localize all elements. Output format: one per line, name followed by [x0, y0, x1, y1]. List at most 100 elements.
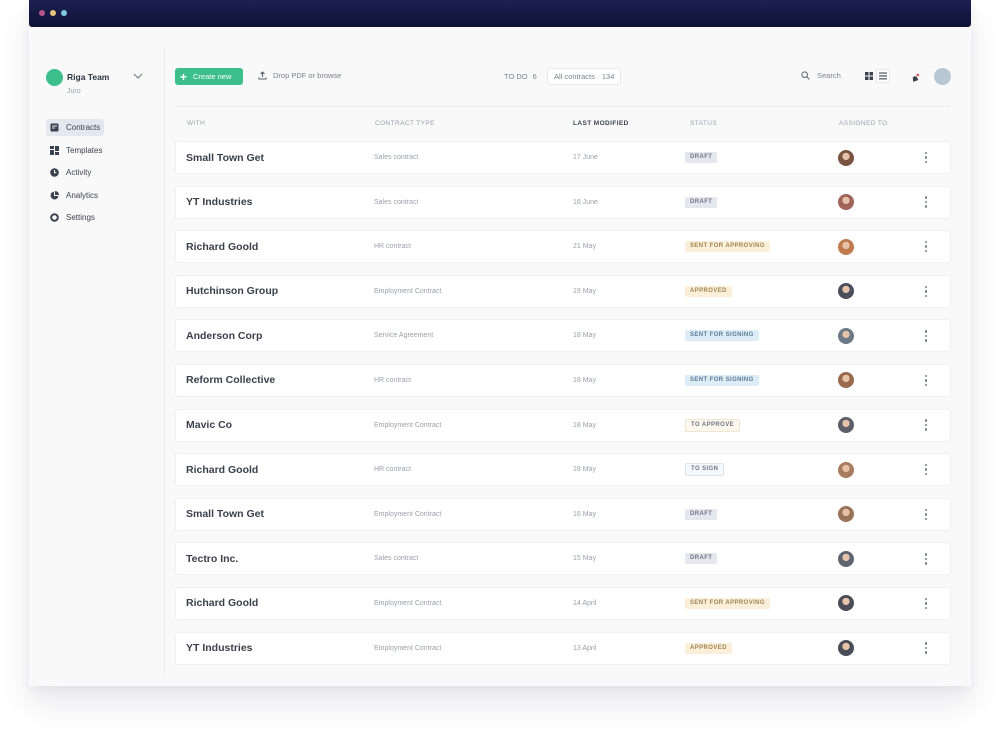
todo-filter[interactable]: TO DO 6 [504, 72, 537, 81]
row-menu-button[interactable] [921, 142, 931, 173]
row-menu-button[interactable] [921, 231, 931, 262]
contract-party[interactable]: Richard Goold [186, 597, 259, 610]
assignee-avatar[interactable] [838, 238, 854, 255]
contract-party[interactable]: Richard Goold [186, 463, 259, 476]
more-vertical-icon [924, 463, 928, 476]
last-modified-date: 16 May [573, 510, 596, 518]
contract-party[interactable]: Small Town Get [186, 508, 264, 521]
team-avatar [46, 69, 63, 86]
row-menu-button[interactable] [921, 320, 931, 351]
assignee-cell [838, 633, 854, 664]
last-modified-date: 21 May [573, 243, 596, 251]
assignee-cell [838, 320, 854, 351]
last-modified-date: 17 June [573, 154, 598, 161]
sidebar-item-templates[interactable]: Templates [46, 142, 106, 159]
row-menu-button[interactable] [921, 454, 931, 485]
drop-pdf-upload[interactable]: Drop PDF or browse [258, 71, 341, 80]
row-menu-button[interactable] [921, 187, 931, 218]
assignee-cell [838, 543, 854, 574]
assignee-avatar[interactable] [838, 372, 854, 389]
row-menu-button[interactable] [921, 499, 931, 530]
maximize-window-button[interactable] [61, 10, 67, 16]
status-cell: TO SIGN [685, 454, 725, 485]
sidebar-item-activity[interactable]: Activity [46, 164, 95, 181]
view-toggle [862, 69, 890, 83]
row-menu-button[interactable] [921, 365, 931, 396]
contract-party[interactable]: YT Industries [186, 642, 253, 655]
contract-party[interactable]: Hutchinson Group [186, 285, 279, 298]
app-window: Riga Team Juro Contracts Templates [29, 0, 971, 686]
more-vertical-icon [924, 419, 928, 431]
plus-icon: + [180, 69, 188, 84]
contract-party[interactable]: Anderson Corp [186, 329, 263, 342]
assignee-avatar[interactable] [838, 595, 854, 612]
list-view-button[interactable] [876, 69, 890, 83]
contract-party[interactable]: YT Industries [186, 196, 253, 209]
assignee-avatar[interactable] [838, 149, 854, 166]
table-row[interactable]: Small Town Get Employment Contract 16 May D… [175, 497, 951, 531]
sidebar-item-contracts[interactable]: Contracts [46, 119, 105, 136]
minimize-window-button[interactable] [50, 10, 56, 16]
table-row[interactable]: YT Industries Sales contract 16 June DRAFT [175, 185, 951, 219]
team-switcher[interactable]: Riga Team Juro [46, 69, 143, 97]
status-badge: SENT FOR APPROVING [685, 597, 770, 609]
assignee-cell [838, 365, 854, 396]
search-button[interactable]: Search [801, 71, 841, 80]
assignee-avatar[interactable] [838, 417, 854, 434]
contract-party[interactable]: Richard Goold [186, 240, 259, 253]
grid-view-button[interactable] [862, 69, 876, 83]
column-header-status[interactable]: STATUS [690, 120, 718, 127]
sidebar-item-analytics[interactable]: Analytics [46, 187, 102, 204]
table-row[interactable]: Hutchinson Group Employment Contract 19 Ma… [175, 274, 951, 308]
row-menu-button[interactable] [921, 410, 931, 441]
contract-party[interactable]: Tectro Inc. [186, 552, 239, 565]
assignee-avatar[interactable] [838, 283, 854, 300]
row-menu-button[interactable] [921, 543, 931, 574]
assignee-avatar[interactable] [838, 506, 854, 523]
row-menu-button[interactable] [921, 633, 931, 664]
contract-party[interactable]: Mavic Co [186, 419, 233, 432]
table-row[interactable]: Richard Goold HR contract 21 May SENT FOR A… [175, 230, 951, 264]
assignee-avatar[interactable] [838, 550, 854, 567]
list-view-icon [879, 72, 887, 80]
create-new-button[interactable]: + Create new [175, 68, 243, 85]
table-row[interactable]: YT Industries Employment Contract 13 April… [175, 631, 951, 665]
user-avatar[interactable] [934, 68, 951, 85]
all-contracts-filter[interactable]: All contracts 134 [547, 68, 622, 85]
more-vertical-icon [924, 642, 928, 654]
status-cell: DRAFT [685, 499, 718, 530]
assignee-avatar[interactable] [838, 461, 854, 478]
assignee-cell [838, 588, 854, 619]
contract-party[interactable]: Small Town Get [186, 151, 264, 164]
sidebar-item-label: Templates [66, 145, 103, 155]
close-window-button[interactable] [39, 10, 45, 16]
contract-type: Employment Contract [374, 510, 442, 518]
chevron-down-icon[interactable] [133, 72, 143, 80]
notifications-button[interactable] [910, 70, 920, 88]
column-header-contract-type[interactable]: CONTRACT TYPE [375, 120, 435, 127]
assignee-avatar[interactable] [838, 194, 854, 211]
table-row[interactable]: Mavic Co Employment Contract 18 May TO APPR… [175, 408, 951, 442]
table-row[interactable]: Richard Goold HR contract 18 May TO SIGN [175, 453, 951, 487]
last-modified-date: 18 May [573, 466, 596, 474]
assignee-cell [838, 410, 854, 441]
contract-party[interactable]: Reform Collective [186, 374, 276, 387]
column-header-assigned-to[interactable]: ASSIGNED TO [839, 120, 888, 127]
column-header-with[interactable]: WITH [187, 120, 206, 127]
table-row[interactable]: Small Town Get Sales contract 17 June DRAFT [175, 141, 951, 174]
clock-icon [50, 168, 59, 177]
sidebar-item-settings[interactable]: Settings [46, 209, 99, 226]
row-menu-button[interactable] [921, 276, 931, 307]
contract-type: Service Agreement [374, 332, 434, 340]
table-row[interactable]: Anderson Corp Service Agreement 18 May SENT… [175, 319, 951, 353]
contract-type: Sales contract [374, 198, 419, 206]
table-row[interactable]: Richard Goold Employment Contract 14 April… [175, 586, 951, 620]
team-name: Riga Team [67, 72, 110, 82]
assignee-avatar[interactable] [838, 327, 854, 344]
table-row[interactable]: Tectro Inc. Sales contract 15 May DRAFT [175, 542, 951, 576]
table-row[interactable]: Reform Collective HR contract 18 May SENT F… [175, 363, 951, 397]
column-header-last-modified[interactable]: LAST MODIFIED [573, 120, 629, 127]
assignee-avatar[interactable] [838, 640, 854, 657]
row-menu-button[interactable] [921, 588, 931, 619]
bell-icon [912, 73, 920, 82]
